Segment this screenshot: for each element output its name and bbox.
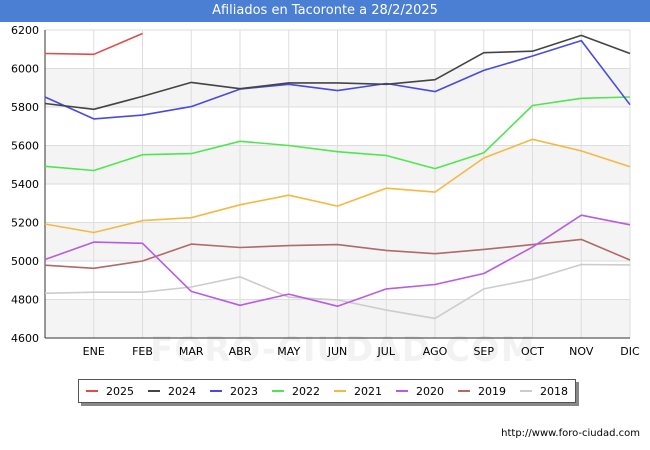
legend-swatch [520, 390, 532, 392]
legend-swatch [148, 390, 160, 392]
legend-label: 2025 [106, 384, 134, 398]
y-tick-label: 5400 [11, 178, 39, 191]
legend-swatch [86, 390, 98, 392]
y-tick-label: 6000 [11, 63, 39, 76]
x-tick-label: FEB [132, 345, 153, 358]
y-tick-label: 5000 [11, 255, 39, 268]
legend-swatch [396, 390, 408, 392]
y-tick-label: 6200 [11, 24, 39, 37]
x-tick-label: AGO [423, 345, 448, 358]
y-tick-label: 5200 [11, 217, 39, 230]
x-tick-label: ENE [83, 345, 105, 358]
series-line-2023 [44, 39, 631, 120]
legend-item-2020: 2020 [396, 385, 444, 398]
x-tick-label: JUN [327, 345, 348, 358]
x-tick-label: DIC [620, 345, 640, 358]
legend-swatch [272, 390, 284, 392]
legend-label: 2021 [354, 384, 382, 398]
series-line-2018 [44, 263, 631, 320]
x-tick-label: MAY [277, 345, 300, 358]
line-chart: 4600 4800 5000 5200 5400 5600 5800 6000 6200 ENE… [11, 24, 640, 358]
series-line-2020 [44, 214, 631, 308]
legend-label: 2020 [416, 384, 444, 398]
legend-item-2023: 2023 [210, 385, 258, 398]
y-tick-labels: 4600 4800 5000 5200 5400 5600 5800 6000 6200 [11, 24, 39, 345]
source-url: http://www.foro-ciudad.com [501, 428, 640, 439]
legend-label: 2019 [478, 384, 506, 398]
legend: 2025 2024 2023 2022 2021 2020 2019 2018 [78, 379, 576, 403]
legend-label: 2018 [540, 384, 568, 398]
y-tick-label: 4800 [11, 294, 39, 307]
x-tick-label: NOV [569, 345, 594, 358]
chart-title: Afiliados en Tacoronte a 28/2/2025 [0, 0, 650, 22]
x-tick-label: JUL [377, 345, 396, 358]
y-tick-label: 5600 [11, 140, 39, 153]
series-line-2022 [44, 96, 631, 172]
legend-item-2024: 2024 [148, 385, 196, 398]
series-line-2024 [44, 34, 631, 111]
legend-swatch [458, 390, 470, 392]
x-tick-labels: ENE FEB MAR ABR MAY JUN JUL AGO SEP OCT NOV DIC [83, 345, 640, 358]
legend-label: 2023 [230, 384, 258, 398]
legend-label: 2024 [168, 384, 196, 398]
y-tick-label: 5800 [11, 101, 39, 114]
watermark: FORO-CIUDAD.COM [150, 330, 536, 370]
x-tick-label: OCT [521, 345, 544, 358]
legend-item-2018: 2018 [520, 385, 568, 398]
x-tick-label: SEP [473, 345, 494, 358]
y-tick-label: 4600 [11, 332, 39, 345]
axes [44, 30, 630, 339]
legend-item-2021: 2021 [334, 385, 382, 398]
legend-item-2025: 2025 [86, 385, 134, 398]
legend-swatch [334, 390, 346, 392]
legend-item-2019: 2019 [458, 385, 506, 398]
legend-label: 2022 [292, 384, 320, 398]
x-tick-label: ABR [229, 345, 252, 358]
x-tick-label: MAR [179, 345, 204, 358]
series-line-2021 [44, 138, 631, 234]
series-line-2025 [44, 32, 143, 56]
legend-item-2022: 2022 [272, 385, 320, 398]
series-line-2019 [44, 238, 631, 270]
legend-swatch [210, 390, 222, 392]
series-lines [44, 32, 631, 320]
